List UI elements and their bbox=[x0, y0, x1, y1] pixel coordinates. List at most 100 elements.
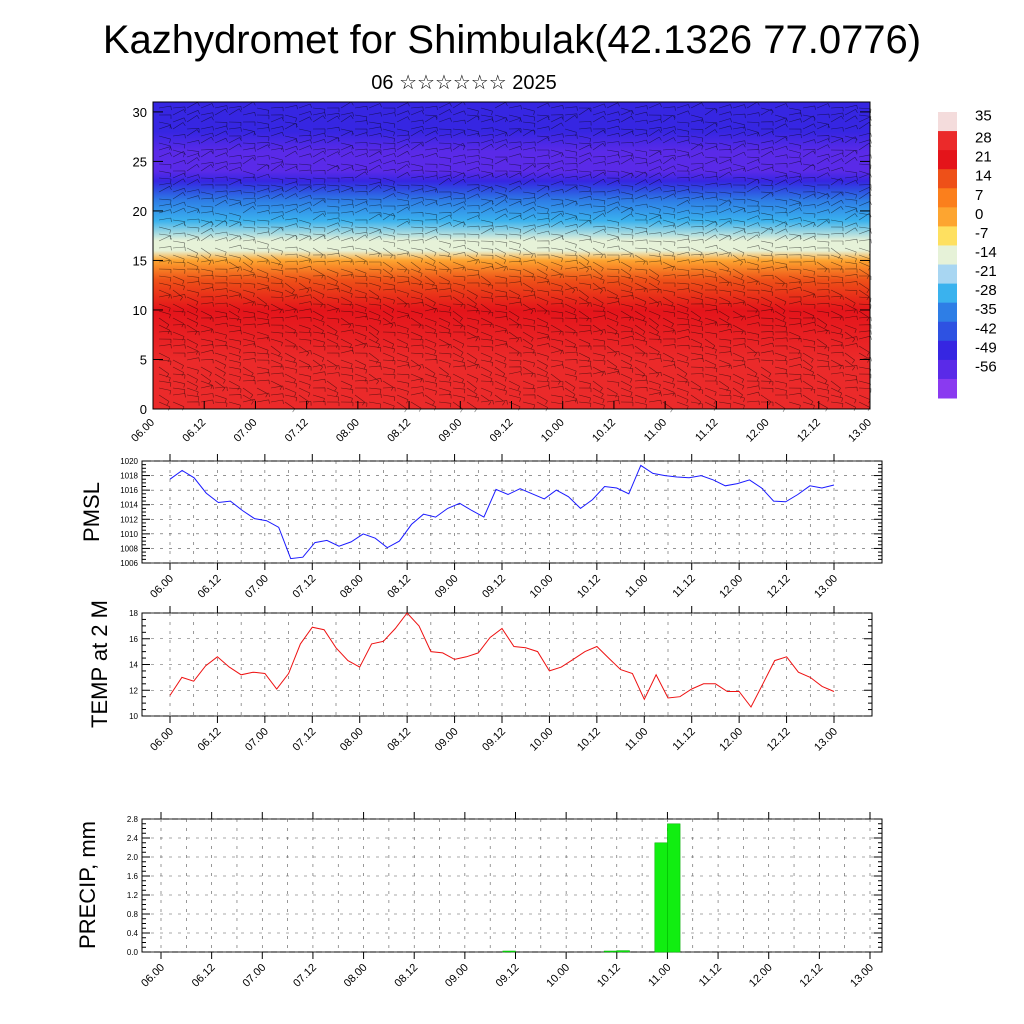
x-tick-label: 10.12 bbox=[575, 726, 603, 754]
precip-bar bbox=[603, 950, 618, 953]
y-tick-label: 1006 bbox=[120, 559, 138, 568]
x-tick-label: 09.00 bbox=[433, 726, 461, 754]
colorbar-label: -56 bbox=[975, 358, 997, 375]
x-tick-label: 07.00 bbox=[243, 573, 271, 601]
colorbar-label: -21 bbox=[975, 263, 997, 280]
y-tick-label: 10 bbox=[129, 712, 138, 721]
y-axis-title: TEMP at 2 M bbox=[87, 600, 112, 728]
colorbar-label: 28 bbox=[975, 130, 992, 147]
x-tick-label: 08.00 bbox=[338, 726, 366, 754]
y-tick-label: 14 bbox=[129, 661, 138, 670]
colorbar-swatch bbox=[938, 112, 957, 132]
y-tick-label: 10 bbox=[133, 303, 147, 318]
x-tick-label: 10.00 bbox=[528, 573, 556, 601]
y-tick-label: 25 bbox=[133, 154, 147, 169]
x-tick-label: 10.00 bbox=[539, 417, 567, 445]
x-tick-label: 10.00 bbox=[528, 726, 556, 754]
x-tick-label: 07.00 bbox=[232, 417, 260, 445]
panel-frame bbox=[141, 460, 883, 564]
y-tick-label: 20 bbox=[133, 204, 147, 219]
x-tick-label: 09.00 bbox=[436, 417, 464, 445]
y-tick-label: 12 bbox=[129, 686, 138, 695]
x-tick-label: 11.12 bbox=[670, 573, 697, 600]
x-tick-label: 08.00 bbox=[338, 573, 366, 601]
x-tick-label: 06.12 bbox=[190, 962, 218, 990]
x-tick-label: 10.12 bbox=[590, 417, 618, 445]
x-tick-label: 07.00 bbox=[243, 726, 271, 754]
precip-bar bbox=[616, 950, 630, 953]
y-tick-label: 18 bbox=[129, 609, 138, 618]
colorbar-label: 0 bbox=[975, 206, 983, 223]
colorbar-label: -28 bbox=[975, 282, 997, 299]
colorbar-label: 14 bbox=[975, 168, 992, 185]
colorbar-swatch bbox=[938, 188, 957, 208]
x-tick-label: 09.12 bbox=[488, 417, 516, 445]
y-tick-label: 1020 bbox=[120, 457, 138, 466]
x-tick-label: 09.00 bbox=[443, 962, 471, 990]
x-tick-label: 11.00 bbox=[646, 962, 673, 989]
x-tick-label: 12.12 bbox=[795, 417, 823, 445]
colorbar-swatch bbox=[938, 340, 957, 361]
x-tick-label: 09.00 bbox=[433, 573, 461, 601]
colorbar-swatch bbox=[938, 169, 957, 189]
x-tick-label: 12.00 bbox=[717, 726, 745, 754]
x-tick-label: 06.12 bbox=[196, 573, 224, 601]
x-tick-label: 07.12 bbox=[291, 962, 319, 990]
precip-bar bbox=[654, 842, 668, 953]
x-tick-label: 12.12 bbox=[765, 573, 793, 601]
colorbar-label: 7 bbox=[975, 187, 983, 204]
wind-barb-lines bbox=[158, 101, 872, 413]
x-tick-label: 13.00 bbox=[812, 726, 840, 754]
wind-barbs bbox=[158, 101, 872, 413]
panel-frame bbox=[141, 612, 873, 717]
y-tick-label: 1008 bbox=[120, 544, 138, 553]
colorbar-swatch bbox=[938, 321, 957, 342]
x-tick-label: 13.00 bbox=[812, 573, 840, 601]
colorbar-swatch bbox=[938, 264, 957, 285]
x-tick-label: 10.12 bbox=[575, 573, 603, 601]
colorbar-swatch bbox=[938, 283, 957, 304]
x-tick-label: 11.00 bbox=[642, 417, 669, 444]
x-tick-label: 08.12 bbox=[385, 573, 413, 601]
y-tick-label: 2.8 bbox=[127, 815, 139, 824]
y-tick-label: 0.8 bbox=[127, 910, 139, 919]
x-tick-label: 09.12 bbox=[480, 573, 508, 601]
colorbar-swatch bbox=[938, 226, 957, 246]
x-tick-label: 10.00 bbox=[544, 962, 572, 990]
x-tick-label: 06.00 bbox=[129, 417, 157, 445]
x-tick-label: 07.12 bbox=[290, 573, 318, 601]
y-tick-label: 1014 bbox=[120, 501, 138, 510]
y-tick-label: 1010 bbox=[120, 530, 138, 539]
x-tick-label: 06.12 bbox=[180, 417, 208, 445]
colorbar-swatch bbox=[938, 131, 957, 151]
y-tick-label: 1.2 bbox=[127, 891, 139, 900]
x-tick-label: 08.12 bbox=[385, 417, 413, 445]
y-axis-title: PRECIP, mm bbox=[75, 821, 100, 949]
x-tick-label: 11.12 bbox=[670, 726, 697, 753]
colorbar-swatch bbox=[938, 207, 957, 227]
pmsl-series-line bbox=[169, 464, 835, 560]
x-tick-label: 11.00 bbox=[623, 726, 650, 753]
panel-frame bbox=[141, 818, 883, 953]
colorbar-swatch bbox=[938, 245, 957, 266]
colorbar-label: 35 bbox=[975, 108, 992, 125]
x-tick-label: 11.12 bbox=[697, 962, 724, 989]
x-tick-label: 08.12 bbox=[385, 726, 413, 754]
colorbar-label: -14 bbox=[975, 244, 997, 261]
x-tick-label: 06.00 bbox=[139, 962, 167, 990]
colorbar-label: 21 bbox=[975, 149, 992, 166]
y-tick-label: 0.0 bbox=[127, 948, 139, 957]
x-tick-label: 08.00 bbox=[334, 417, 362, 445]
y-tick-label: 2.0 bbox=[127, 853, 139, 862]
y-tick-label: 1.6 bbox=[127, 872, 139, 881]
x-tick-label: 09.12 bbox=[480, 726, 508, 754]
x-tick-label: 12.00 bbox=[744, 417, 772, 445]
x-tick-label: 06.12 bbox=[196, 726, 224, 754]
x-tick-label: 09.12 bbox=[494, 962, 522, 990]
y-tick-label: 30 bbox=[133, 105, 147, 120]
colorbar-swatch bbox=[938, 378, 957, 399]
x-tick-label: 11.12 bbox=[693, 417, 720, 444]
x-tick-label: 12.00 bbox=[747, 962, 775, 990]
x-tick-label: 06.00 bbox=[148, 573, 176, 601]
x-tick-label: 07.12 bbox=[283, 417, 311, 445]
